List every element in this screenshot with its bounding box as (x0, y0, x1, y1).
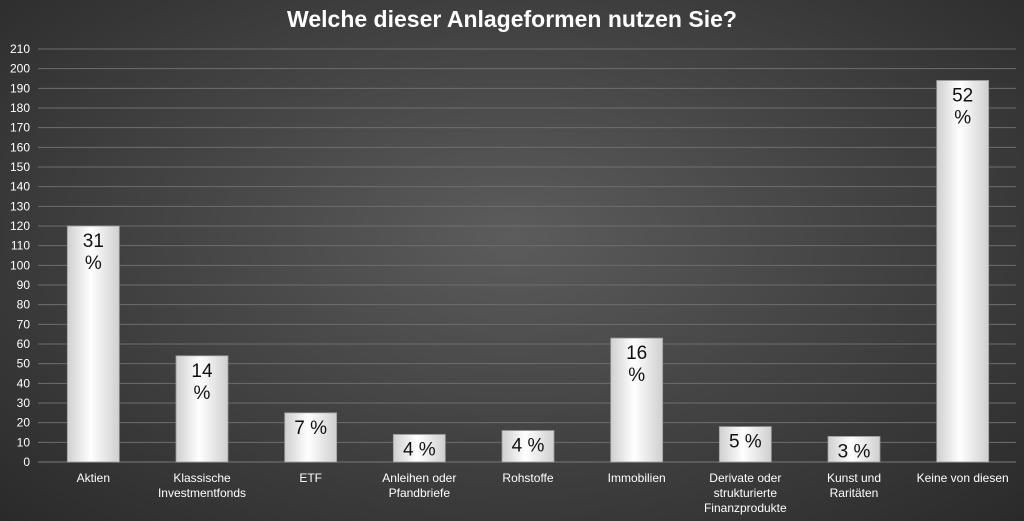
category-label: Keine von diesen (917, 471, 1009, 485)
y-tick-label: 180 (10, 101, 30, 115)
data-label: 31 (83, 231, 104, 252)
y-tick-label: 80 (17, 298, 31, 312)
bar (718, 426, 772, 463)
y-tick-label: 90 (17, 278, 31, 292)
data-label: 7 % (294, 418, 327, 439)
bars (66, 80, 990, 463)
y-tick-label: 140 (10, 180, 30, 194)
category-label: Derivate oder (709, 471, 781, 485)
y-tick-label: 130 (10, 199, 30, 213)
y-tick-label: 0 (23, 455, 30, 469)
y-tick-label: 50 (17, 357, 31, 371)
y-tick-label: 70 (17, 317, 31, 331)
y-tick-label: 120 (10, 219, 30, 233)
data-label: % (954, 107, 971, 128)
bar (284, 412, 338, 463)
category-label: Investmentfonds (158, 486, 246, 500)
bar (392, 434, 446, 463)
category-label: ETF (299, 471, 322, 485)
y-axis-ticks: 0 10 20 30 40 50 60 70 80 90 100 110 120 130 140 150 160… (10, 42, 30, 469)
y-tick-label: 40 (17, 376, 31, 390)
data-label: 16 (626, 343, 647, 364)
y-tick-label: 20 (17, 416, 31, 430)
category-label: Immobilien (608, 471, 666, 485)
y-tick-label: 150 (10, 160, 30, 174)
y-tick-label: 170 (10, 121, 30, 135)
y-tick-label: 100 (10, 258, 30, 272)
category-label: Klassische (173, 471, 231, 485)
data-label: 52 (952, 85, 973, 106)
data-labels: 31%14%7 %4 % 4 %16%5 % 3 %52% (83, 85, 973, 462)
data-label: 4 % (403, 439, 436, 460)
chart-title: Welche dieser Anlageformen nutzen Sie? (287, 6, 737, 32)
bar (936, 80, 990, 463)
bar (610, 337, 664, 463)
y-tick-label: 110 (11, 239, 30, 253)
y-tick-label: 30 (17, 396, 31, 410)
data-label: 14 (191, 361, 213, 382)
bar (501, 430, 555, 463)
y-tick-label: 210 (10, 42, 30, 56)
y-tick-label: 10 (17, 435, 31, 449)
category-label: Anleihen oder (382, 471, 456, 485)
data-label: 5 % (729, 432, 762, 453)
category-label: Kunst und (827, 471, 881, 485)
category-label: strukturierte (714, 486, 778, 500)
data-label: 4 % (512, 436, 545, 457)
category-label: Raritäten (830, 486, 879, 500)
data-label: % (194, 383, 211, 404)
y-tick-label: 190 (10, 81, 30, 95)
category-label: Pfandbriefe (389, 486, 451, 500)
category-label: Aktien (77, 471, 110, 485)
bar (175, 355, 229, 463)
data-label: 3 % (838, 441, 871, 462)
y-tick-label: 160 (10, 140, 30, 154)
data-label: % (85, 253, 102, 274)
category-label: Finanzprodukte (704, 501, 787, 515)
data-label: % (628, 365, 645, 386)
category-label: Rohstoffe (502, 471, 553, 485)
bar (66, 225, 120, 463)
bar (827, 436, 881, 463)
y-tick-label: 200 (10, 62, 30, 76)
y-tick-label: 60 (17, 337, 31, 351)
